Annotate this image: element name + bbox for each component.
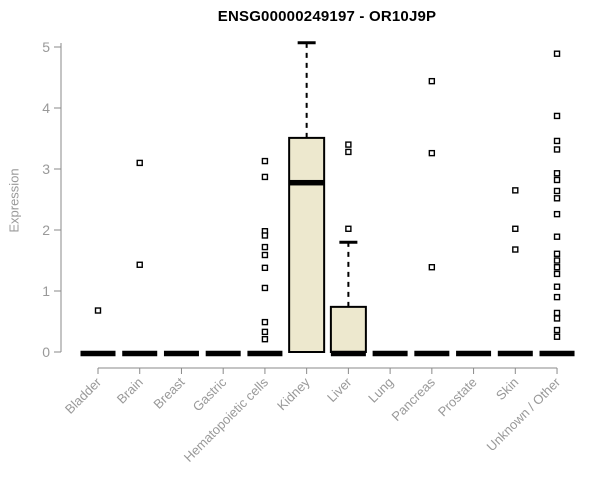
- outlier-point-hematopoietic-cells: [261, 232, 269, 239]
- box-kidney: [288, 136, 326, 353]
- outlier-point-unknown-other: [553, 233, 561, 240]
- median-line-lung: [372, 350, 408, 357]
- y-tick-label: 2: [42, 222, 50, 238]
- y-tick-label: 3: [42, 161, 50, 177]
- outlier-point-bladder: [94, 307, 102, 314]
- chart-title: ENSG00000249197 - OR10J9P: [217, 8, 437, 25]
- x-tick-label: Pancreas: [389, 374, 439, 424]
- outlier-point-hematopoietic-cells: [261, 173, 269, 181]
- y-tick-label: 4: [42, 100, 50, 116]
- median-line-liver: [330, 350, 366, 357]
- outlier-point-unknown-other: [553, 176, 561, 184]
- outlier-point-skin: [512, 246, 519, 253]
- median-line-kidney: [289, 179, 325, 186]
- median-line-brain: [122, 350, 158, 357]
- outlier-point-skin: [512, 187, 519, 194]
- outlier-point-hematopoietic-cells: [261, 264, 269, 272]
- outlier-point-unknown-other: [553, 333, 561, 340]
- outlier-point-pancreas: [428, 149, 436, 157]
- outlier-point-pancreas: [428, 264, 436, 271]
- median-line-pancreas: [414, 350, 450, 357]
- outlier-point-unknown-other: [553, 187, 561, 195]
- outlier-point-unknown-other: [553, 264, 561, 271]
- outlier-point-unknown-other: [553, 283, 561, 290]
- x-tick-label: Lung: [365, 375, 396, 406]
- outlier-point-hematopoietic-cells: [261, 318, 269, 326]
- outlier-point-unknown-other: [553, 50, 561, 57]
- outlier-point-unknown-other: [553, 293, 561, 301]
- y-tick-label: 1: [42, 283, 50, 299]
- outlier-point-hematopoietic-cells: [261, 284, 269, 292]
- outlier-point-unknown-other: [553, 170, 561, 177]
- outlier-point-hematopoietic-cells: [261, 335, 269, 343]
- x-tick-label: Skin: [493, 375, 521, 403]
- x-tick-label: Bladder: [62, 374, 105, 417]
- outlier-point-skin: [512, 225, 519, 232]
- x-tick-label: Brain: [114, 375, 146, 407]
- median-line-unknown-other: [539, 350, 575, 357]
- y-tick-label: 5: [42, 39, 50, 55]
- y-tick-label: 0: [42, 344, 50, 360]
- outlier-point-hematopoietic-cells: [261, 251, 269, 259]
- outlier-point-unknown-other: [553, 315, 561, 322]
- outlier-point-unknown-other: [553, 146, 561, 153]
- outlier-point-unknown-other: [553, 326, 561, 334]
- outlier-point-unknown-other: [553, 250, 561, 257]
- outlier-point-unknown-other: [553, 210, 561, 218]
- outlier-point-hematopoietic-cells: [261, 243, 269, 251]
- outlier-point-unknown-other: [553, 195, 561, 202]
- outlier-point-hematopoietic-cells: [261, 157, 269, 165]
- median-line-gastric: [205, 350, 241, 357]
- x-tick-label: Unknown / Other: [484, 374, 564, 454]
- median-line-hematopoietic-cells: [247, 350, 283, 357]
- x-tick-label: Prostate: [435, 375, 480, 420]
- box-liver: [329, 305, 367, 353]
- x-tick-label: Gastric: [190, 374, 230, 414]
- outlier-point-liver: [345, 148, 352, 156]
- median-line-skin: [497, 350, 533, 357]
- outlier-point-unknown-other: [553, 257, 561, 264]
- x-tick-label: Breast: [150, 374, 187, 411]
- outlier-point-unknown-other: [553, 112, 561, 120]
- outlier-point-unknown-other: [553, 309, 561, 317]
- outlier-point-liver: [345, 225, 352, 232]
- x-tick-label: Kidney: [274, 374, 313, 413]
- outlier-point-pancreas: [428, 77, 436, 85]
- outlier-point-hematopoietic-cells: [261, 328, 269, 336]
- outlier-point-unknown-other: [553, 137, 561, 145]
- x-tick-label: Liver: [324, 374, 355, 405]
- outlier-point-unknown-other: [553, 270, 561, 278]
- outlier-point-brain: [136, 159, 143, 167]
- median-line-breast: [163, 350, 199, 357]
- median-line-prostate: [456, 350, 492, 357]
- outlier-point-brain: [136, 261, 143, 268]
- median-line-bladder: [80, 350, 116, 357]
- outlier-point-liver: [345, 141, 352, 148]
